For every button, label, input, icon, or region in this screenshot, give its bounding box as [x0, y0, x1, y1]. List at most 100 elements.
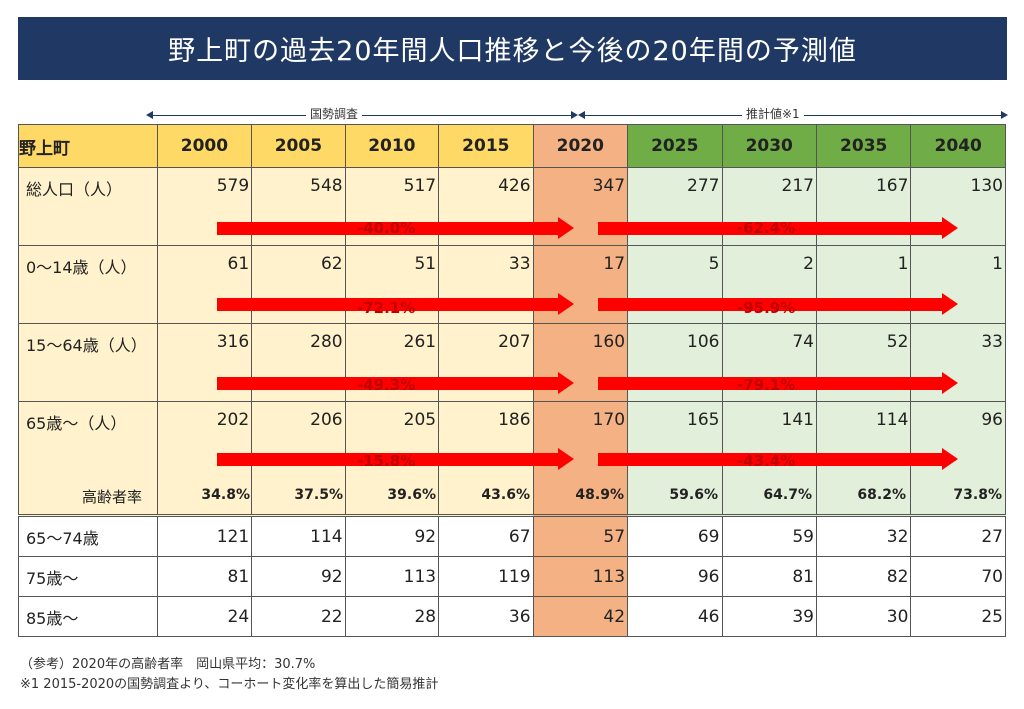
value: 42 — [603, 606, 626, 627]
value-cell: 28 — [344, 596, 440, 637]
change-arrow-icon — [598, 372, 958, 394]
value-cell: 92 — [251, 556, 346, 597]
value: 202 — [216, 410, 250, 430]
elderly-rate-label: 高齢者率 — [82, 488, 143, 506]
value: 25 — [981, 606, 1003, 627]
header-row: 野上町 2000 2005 2010 2015 2020 2025 2030 2… — [18, 124, 1006, 168]
elderly-rate-value: 59.6% — [669, 487, 718, 503]
value: 67 — [508, 526, 531, 547]
value-cell: 579 — [156, 167, 253, 246]
value: 36 — [508, 606, 531, 627]
value: 61 — [227, 254, 250, 274]
row-label: 0〜14歳（人） — [26, 258, 137, 277]
header-town-name: 野上町 — [18, 124, 158, 168]
row-label: 85歳〜 — [26, 608, 79, 628]
span-left-arrow-icon — [146, 111, 153, 119]
value: 2 — [803, 254, 814, 274]
elderly-rate-value: 48.9% — [575, 487, 624, 503]
estimate-span-label: 推計値※1 — [742, 105, 804, 122]
value: 1 — [897, 254, 909, 274]
row-label-cell: 0〜14歳（人） — [18, 245, 158, 324]
header-year: 2005 — [251, 124, 346, 168]
change-arrow-icon — [217, 293, 574, 315]
span-left-arrow-icon — [578, 111, 585, 119]
header-year: 2000 — [156, 124, 253, 168]
change-future-percent: -95.9% — [737, 299, 796, 317]
value: 277 — [687, 176, 720, 196]
value: 130 — [970, 176, 1003, 196]
value-cell: 27 — [910, 515, 1006, 557]
footnote-estimate: ※1 2015-2020の国勢調査より、コーホート変化率を算出した簡易推計 — [20, 677, 439, 692]
value: 51 — [414, 254, 437, 274]
value: 39 — [792, 606, 814, 627]
row-label: 65〜74歳 — [26, 528, 99, 548]
value-cell: 39 — [721, 596, 817, 637]
value: 280 — [310, 332, 343, 352]
value: 121 — [216, 526, 250, 547]
value-cell: 46 — [627, 596, 723, 637]
value: 548 — [310, 176, 343, 196]
change-future-percent: -79.1% — [737, 376, 796, 394]
value-cell: 17 — [532, 245, 629, 324]
change-past-percent: -72.1% — [357, 299, 416, 317]
value: 167 — [875, 176, 909, 196]
change-arrow-icon — [598, 293, 958, 315]
row-label: 15〜64歳（人） — [26, 336, 147, 355]
value-cell: 36 — [438, 596, 534, 637]
value-cell: 33 — [438, 245, 534, 324]
value: 96 — [981, 410, 1003, 430]
value: 70 — [981, 566, 1003, 587]
value: 28 — [414, 606, 437, 627]
value-cell: 113 — [344, 556, 440, 597]
value: 119 — [498, 566, 531, 587]
value: 106 — [687, 332, 720, 352]
elderly-rate-value: 43.6% — [481, 487, 530, 503]
header-year: 2030 — [721, 124, 817, 168]
value-cell: 69 — [627, 515, 723, 557]
value: 206 — [310, 410, 343, 430]
value-cell: 81 — [156, 556, 253, 597]
change-past-percent: -49.3% — [357, 376, 416, 394]
value-cell: 5 — [627, 245, 723, 324]
row-label: 75歳〜 — [26, 568, 79, 588]
value: 113 — [592, 566, 626, 587]
table-row: 65〜74歳 121 114 92 67 57 69 59 32 27 — [18, 515, 1006, 557]
table-row: 85歳〜 24 22 28 36 42 46 39 30 25 — [18, 596, 1006, 637]
value-cell: 113 — [532, 556, 629, 597]
value-cell: 130 — [910, 167, 1006, 246]
value: 92 — [414, 526, 437, 547]
elderly-rate-value: 73.8% — [953, 487, 1002, 503]
value: 82 — [886, 566, 909, 587]
census-span-label: 国勢調査 — [306, 105, 363, 122]
value-cell: 59 — [721, 515, 817, 557]
value: 1 — [992, 254, 1003, 274]
value: 217 — [781, 176, 814, 196]
header-year: 2040 — [910, 124, 1006, 168]
value-cell: 114 — [251, 515, 346, 557]
header-year: 2015 — [438, 124, 534, 168]
elderly-rate-value: 34.8% — [201, 487, 250, 503]
value-cell: 22 — [251, 596, 346, 637]
value: 207 — [498, 332, 531, 352]
value: 81 — [227, 566, 250, 587]
value: 579 — [216, 176, 250, 196]
value: 347 — [592, 176, 626, 196]
value-cell: 67 — [438, 515, 534, 557]
value-cell: 81 — [721, 556, 817, 597]
row-label-cell: 総人口（人） — [18, 167, 158, 246]
value: 27 — [981, 526, 1003, 547]
value: 316 — [216, 332, 250, 352]
change-future-percent: -43.4% — [737, 452, 796, 470]
value: 69 — [697, 526, 720, 547]
header-year: 2020 — [532, 124, 629, 168]
change-future-percent: -62.4% — [737, 219, 796, 237]
header-year: 2035 — [815, 124, 912, 168]
change-past-percent: -40.0% — [357, 219, 416, 237]
value: 33 — [981, 332, 1003, 352]
span-right-arrow-icon — [1001, 111, 1008, 119]
value: 113 — [403, 566, 437, 587]
value: 30 — [886, 606, 909, 627]
change-arrow-icon — [217, 448, 574, 470]
value-cell: 32 — [815, 515, 912, 557]
value-cell: 25 — [910, 596, 1006, 637]
